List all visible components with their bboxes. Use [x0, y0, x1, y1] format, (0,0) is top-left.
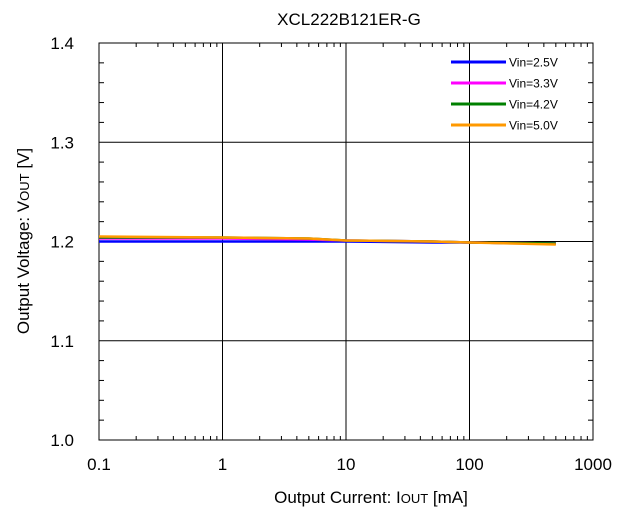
y-tick-label: 1.1 — [50, 332, 74, 351]
y-tick-label: 1.0 — [50, 431, 74, 450]
y-tick-label: 1.4 — [50, 34, 74, 53]
chart-title: XCL222B121ER-G — [277, 10, 421, 29]
legend-label-3: Vin=4.2V — [509, 98, 558, 112]
series-lines — [98, 235, 556, 246]
x-axis-ticks: 0.1 1 10 100 1000 — [87, 455, 612, 474]
x-tick-label: 10 — [337, 455, 356, 474]
x-tick-label: 100 — [455, 455, 483, 474]
y-axis-ticks: 1.0 1.1 1.2 1.3 1.4 — [50, 34, 74, 450]
legend-label-4: Vin=5.0V — [509, 119, 558, 133]
legend-label-2: Vin=3.3V — [509, 77, 558, 91]
series-line-4 — [98, 235, 556, 246]
legend: Vin=2.5V Vin=3.3V Vin=4.2V Vin=5.0V — [451, 56, 558, 133]
x-tick-label: 1 — [218, 455, 227, 474]
y-tick-label: 1.3 — [50, 133, 74, 152]
minor-ticks — [99, 43, 593, 440]
legend-label-1: Vin=2.5V — [509, 56, 558, 70]
y-tick-label: 1.2 — [50, 233, 74, 252]
x-tick-label: 1000 — [574, 455, 612, 474]
y-axis-label: Output Voltage: VOUT [V] — [14, 148, 33, 334]
x-tick-label: 0.1 — [87, 455, 111, 474]
x-axis-label: Output Current: IOUT [mA] — [274, 488, 468, 507]
